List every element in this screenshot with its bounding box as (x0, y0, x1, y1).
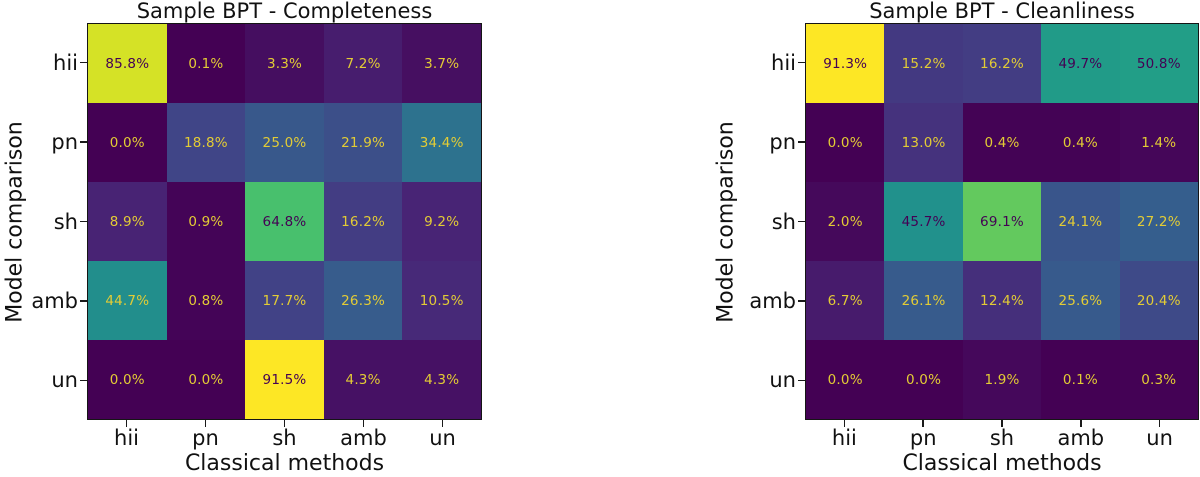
heatmap-cell-r1c3: 0.4% (1041, 103, 1120, 182)
y-tick-label-hii: hii (53, 50, 78, 75)
y-tick-label-amb: amb (749, 288, 796, 313)
x-tick-label-sh: sh (989, 426, 1015, 450)
heatmap-cell-r2c3: 16.2% (323, 182, 403, 261)
heatmap-cell-r1c4: 34.4% (402, 103, 481, 182)
y-tick-label-un: un (769, 368, 796, 393)
heatmap-cell-r2c1: 0.9% (166, 182, 246, 261)
heatmap-cell-r1c4: 1.4% (1119, 103, 1198, 182)
y-tick-label-pn: pn (51, 130, 78, 155)
y-tick-mark (798, 220, 805, 223)
x-tick-mark (283, 420, 286, 427)
heatmap-cell-r0c0: 91.3% (806, 24, 885, 103)
y-tick-label-hii: hii (771, 50, 796, 75)
right-y-axis-label: Model comparison (713, 120, 739, 323)
heatmap-cell-r4c0: 0.0% (806, 340, 885, 419)
x-tick-mark (1001, 420, 1003, 427)
y-tick-mark (80, 300, 87, 302)
heatmap-cell-r0c4: 50.8% (1119, 24, 1198, 103)
y-tick-mark (798, 141, 805, 143)
heatmap-cell-r1c2: 25.0% (245, 103, 324, 182)
x-tick-label-hii: hii (114, 426, 139, 450)
heatmap-cell-r0c4: 3.7% (402, 24, 481, 103)
y-tick-mark (798, 300, 805, 302)
y-tick-label-sh: sh (771, 209, 796, 234)
x-tick-label-sh: sh (272, 426, 297, 450)
x-tick-mark (204, 420, 207, 427)
y-tick-mark (798, 61, 805, 64)
heatmap-cell-r2c0: 8.9% (88, 182, 167, 261)
x-tick-label-hii: hii (831, 426, 857, 450)
heatmap-cell-r2c4: 27.2% (1119, 182, 1198, 261)
x-tick-label-pn: pn (192, 426, 219, 450)
heatmap-cell-r3c0: 44.7% (88, 261, 167, 340)
heatmap-cell-r0c1: 0.1% (166, 24, 246, 103)
heatmap-cell-r0c2: 3.3% (245, 24, 324, 103)
heatmap-cell-r2c4: 9.2% (402, 182, 481, 261)
heatmap-cell-r4c0: 0.0% (88, 340, 167, 419)
heatmap-cell-r2c2: 69.1% (962, 182, 1042, 261)
heatmap-cell-r4c2: 91.5% (245, 340, 324, 419)
heatmap-cell-r4c1: 0.0% (166, 340, 246, 419)
x-tick-mark (922, 420, 924, 427)
y-tick-mark (80, 141, 87, 143)
y-tick-label-pn: pn (769, 130, 796, 155)
heatmap-cell-r0c1: 15.2% (884, 24, 963, 103)
heatmap-cell-r3c4: 10.5% (402, 261, 481, 340)
right-x-axis-label: Classical methods (902, 451, 1102, 476)
x-tick-mark (843, 420, 846, 427)
heatmap-cell-r0c3: 7.2% (323, 24, 403, 103)
heatmap-cell-r2c2: 64.8% (245, 182, 324, 261)
heatmap-cell-r3c2: 17.7% (245, 261, 324, 340)
x-tick-label-pn: pn (909, 426, 937, 450)
heatmap-cell-r3c1: 26.1% (884, 261, 963, 340)
y-tick-label-amb: amb (31, 288, 78, 313)
y-tick-mark (80, 379, 87, 382)
y-tick-label-sh: sh (53, 209, 78, 234)
left-x-axis-label: Classical methods (184, 451, 385, 476)
right-chart-title: Sample BPT - Cleanliness (869, 0, 1135, 23)
x-tick-label-amb: amb (1057, 426, 1105, 450)
heatmap-cell-r4c3: 0.1% (1041, 340, 1120, 419)
heatmap-cell-r0c0: 85.8% (88, 24, 167, 103)
heatmap-cell-r1c1: 13.0% (884, 103, 963, 182)
y-tick-label-un: un (51, 368, 78, 393)
y-tick-mark (80, 61, 87, 64)
x-tick-label-un: un (1146, 426, 1173, 450)
heatmap-cell-r0c2: 16.2% (962, 24, 1042, 103)
left-y-axis-label: Model comparison (2, 120, 28, 323)
y-tick-mark (798, 379, 805, 382)
heatmap-cell-r1c3: 21.9% (323, 103, 403, 182)
x-tick-mark (1080, 420, 1082, 427)
heatmap-cell-r4c4: 4.3% (402, 340, 481, 419)
heatmap-cell-r0c3: 49.7% (1041, 24, 1120, 103)
left-heatmap: 85.8% 0.1% 3.3% 7.2% 3.7% 0.0% 18.8% 25.0% 21.9%… (87, 23, 482, 420)
heatmap-cell-r4c4: 0.3% (1119, 340, 1198, 419)
heatmap-cell-r2c1: 45.7% (884, 182, 963, 261)
heatmap-cell-r4c3: 4.3% (323, 340, 403, 419)
left-chart-title: Sample BPT - Completeness (136, 0, 433, 23)
y-tick-mark (80, 220, 87, 223)
heatmap-cell-r3c4: 20.4% (1119, 261, 1198, 340)
x-tick-label-amb: amb (340, 426, 387, 450)
x-tick-mark (125, 420, 128, 427)
x-tick-mark (362, 420, 365, 427)
heatmap-cell-r3c2: 12.4% (962, 261, 1042, 340)
x-tick-mark (1158, 420, 1161, 427)
heatmap-cell-r1c2: 0.4% (962, 103, 1042, 182)
x-tick-label-un: un (429, 426, 456, 450)
x-tick-mark (441, 420, 444, 427)
heatmap-cell-r2c3: 24.1% (1041, 182, 1120, 261)
heatmap-cell-r1c0: 0.0% (88, 103, 167, 182)
right-heatmap: 91.3% 15.2% 16.2% 49.7% 50.8% 0.0% 13.0% 0.4% 0.… (805, 23, 1199, 420)
heatmap-cell-r4c1: 0.0% (884, 340, 963, 419)
heatmap-cell-r2c0: 2.0% (806, 182, 885, 261)
heatmap-cell-r3c3: 26.3% (323, 261, 403, 340)
heatmap-cell-r3c0: 6.7% (806, 261, 885, 340)
heatmap-cell-r4c2: 1.9% (962, 340, 1042, 419)
heatmap-cell-r3c1: 0.8% (166, 261, 246, 340)
heatmap-cell-r1c1: 18.8% (166, 103, 246, 182)
heatmap-cell-r1c0: 0.0% (806, 103, 885, 182)
heatmap-cell-r3c3: 25.6% (1041, 261, 1120, 340)
